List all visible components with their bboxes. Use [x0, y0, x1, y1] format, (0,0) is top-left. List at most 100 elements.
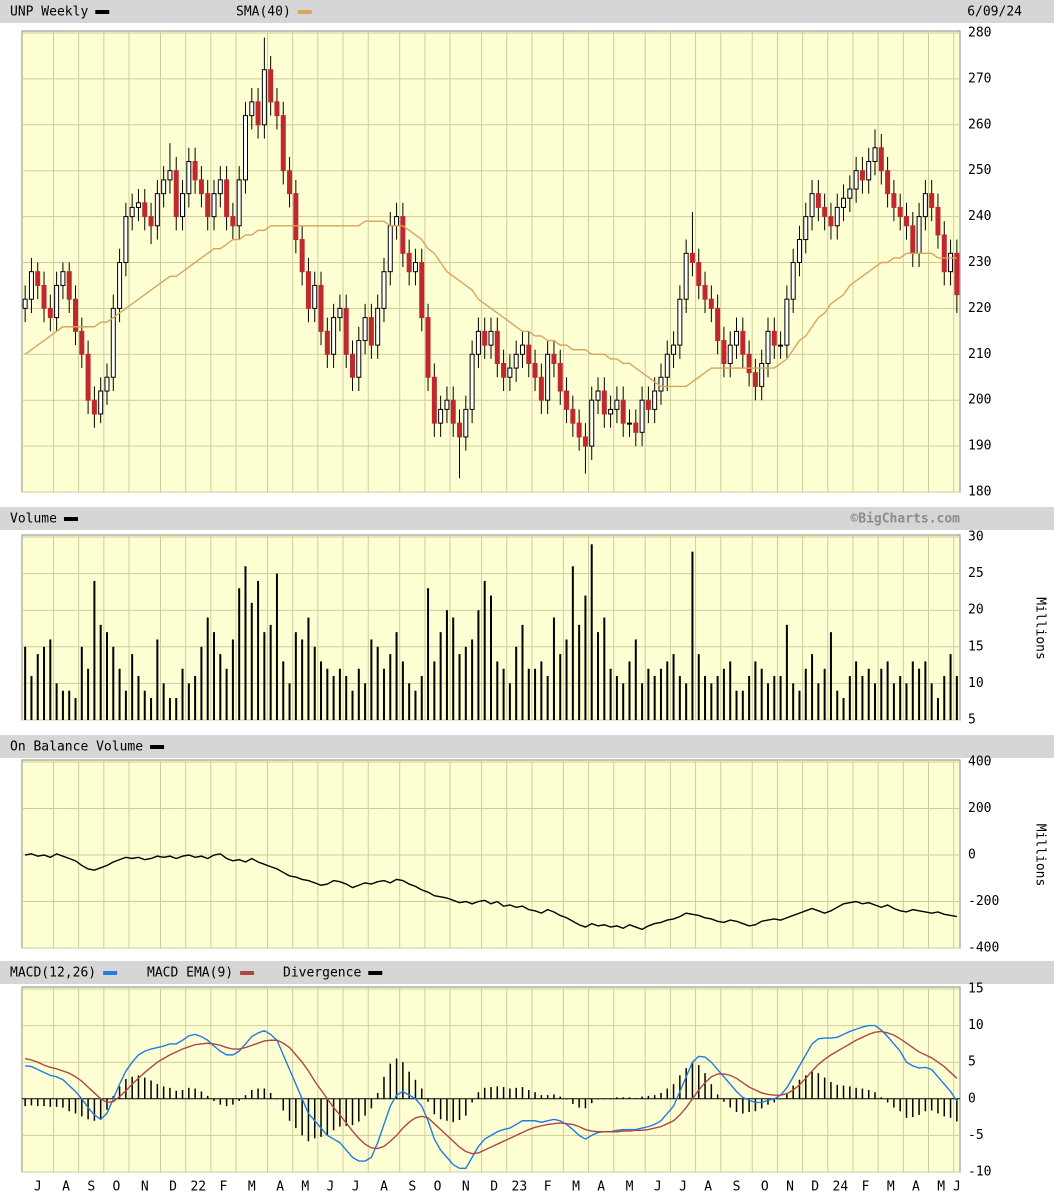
x-tick-label: S — [87, 1180, 95, 1195]
volume-bar — [351, 690, 354, 720]
candle-body — [601, 390, 607, 415]
candle-body — [872, 147, 878, 163]
x-tick-label: M — [248, 1180, 256, 1195]
y-tick-label: 30 — [968, 530, 984, 545]
candle-body — [450, 399, 456, 424]
volume-bar — [118, 668, 121, 720]
candle-body — [815, 193, 821, 208]
volume-bar — [597, 632, 600, 720]
divergence-bar — [74, 1098, 77, 1114]
divergence-bar — [616, 1097, 618, 1099]
x-tick-label: 22 — [190, 1180, 206, 1195]
divergence-bar — [748, 1098, 750, 1112]
candle-body — [438, 408, 444, 424]
candle-body — [494, 330, 500, 364]
divergence-bar — [414, 1079, 417, 1099]
candle-body — [230, 216, 236, 227]
candle-body — [148, 216, 154, 227]
candle-body — [167, 170, 173, 181]
divergence-bar — [30, 1098, 33, 1106]
volume-bar — [294, 632, 297, 720]
volume-bar — [559, 654, 562, 720]
volume-bar — [773, 676, 776, 720]
volume-bar — [867, 668, 870, 720]
candle-body — [110, 307, 116, 378]
candle-body — [683, 252, 689, 300]
volume-bar — [571, 566, 574, 720]
plot-area — [21, 986, 961, 1173]
volume-bar — [414, 690, 417, 720]
volume-bar — [269, 624, 272, 720]
x-tick-label: J — [679, 1180, 687, 1195]
volume-bar — [615, 676, 618, 720]
y-tick-label: 250 — [968, 163, 991, 178]
divergence-bar — [49, 1098, 52, 1107]
candle-body — [91, 399, 97, 415]
candle-body — [796, 239, 802, 264]
candle-body — [689, 252, 695, 264]
y-tick-label: 220 — [968, 301, 991, 316]
candle-body — [22, 298, 28, 309]
x-tick-label: J — [327, 1180, 335, 1195]
divergence-bar — [647, 1095, 650, 1099]
candle-body — [54, 284, 60, 319]
divergence-bar — [43, 1098, 45, 1107]
volume-bar — [143, 690, 146, 720]
x-tick-label: D — [169, 1180, 177, 1195]
volume-bar — [137, 676, 140, 720]
legend-label: SMA(40) — [236, 5, 291, 20]
chart-date: 6/09/24 — [967, 5, 1022, 20]
volume-bar — [427, 588, 430, 720]
candle-body — [702, 284, 708, 300]
series-line — [25, 853, 957, 931]
divergence-bar — [597, 1098, 599, 1100]
divergence-bar — [572, 1098, 574, 1104]
candle-body — [368, 317, 374, 346]
candle-body — [507, 367, 513, 378]
volume-bar — [68, 690, 71, 720]
legend-label: On Balance Volume — [10, 740, 143, 755]
y-tick-label: -5 — [968, 1128, 984, 1143]
divergence-bar — [496, 1086, 499, 1099]
candle-body — [425, 317, 431, 378]
volume-bar — [49, 639, 52, 720]
volume-bar — [389, 654, 392, 720]
divergence-bar — [181, 1090, 184, 1099]
candle-body — [198, 179, 204, 195]
divergence-bar — [131, 1076, 133, 1099]
divergence-bar — [332, 1098, 335, 1131]
candle-body — [557, 362, 563, 392]
volume-bar — [99, 624, 102, 720]
candle-body — [859, 170, 865, 181]
candle-body — [331, 317, 337, 355]
volume-bar — [729, 661, 732, 720]
divergence-bar — [786, 1092, 788, 1099]
candle-body — [853, 170, 859, 190]
candle-body — [312, 284, 318, 309]
y-tick-label: 15 — [968, 982, 984, 997]
divergence-bar — [723, 1098, 725, 1102]
candle-body — [721, 340, 727, 364]
candle-body — [513, 353, 519, 369]
candle-body — [595, 390, 601, 401]
volume-bar — [622, 683, 625, 720]
divergence-bar — [477, 1092, 480, 1099]
legend-swatch — [240, 971, 255, 975]
volume-bar — [345, 676, 348, 720]
divergence-bar — [169, 1087, 171, 1099]
volume-bar — [420, 676, 423, 720]
divergence-bar — [206, 1095, 209, 1099]
divergence-bar — [55, 1098, 58, 1107]
candle-body — [551, 353, 557, 364]
divergence-bar — [792, 1085, 794, 1099]
panel-header — [0, 0, 1054, 23]
volume-bar — [395, 632, 398, 720]
divergence-bar — [244, 1095, 247, 1099]
divergence-bar — [263, 1088, 266, 1099]
volume-bar — [301, 639, 304, 720]
divergence-bar — [565, 1098, 568, 1100]
divergence-bar — [452, 1098, 454, 1123]
divergence-bar — [225, 1098, 228, 1107]
legend-label: Divergence — [283, 966, 361, 981]
